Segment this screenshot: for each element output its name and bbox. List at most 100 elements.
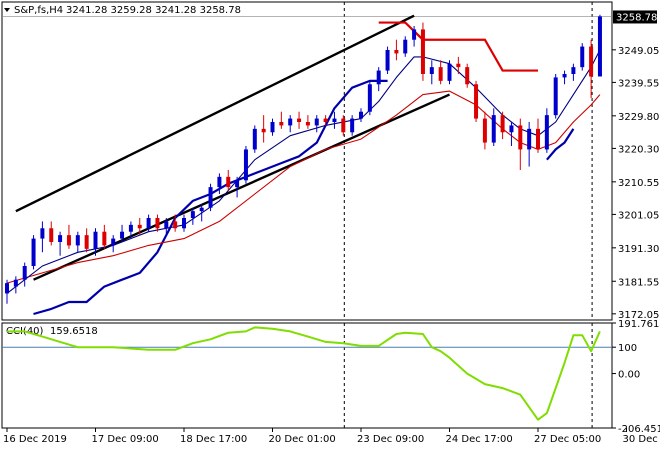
price-y-tick-label: 3172.05	[618, 310, 659, 321]
candle-bull	[22, 266, 27, 280]
price-y-tick-label: 3181.55	[618, 277, 659, 288]
candle-bear	[474, 84, 479, 119]
candle-bull	[288, 118, 293, 126]
candle-bull	[367, 84, 372, 112]
candle-bear	[341, 118, 346, 133]
candle-bull	[13, 279, 18, 287]
x-tick-label: 30 Dec 13:00	[623, 434, 660, 445]
axes-layer: 3172.05 3181.55 3191.30 3201.05 3210.55 3220.…	[3, 46, 660, 445]
candle-bull	[40, 228, 45, 239]
candle-bull	[93, 231, 98, 249]
candle-bear	[323, 118, 328, 122]
candle-bull	[403, 39, 408, 54]
trend-line	[15, 14, 415, 213]
price-y-tick-label: 3210.55	[618, 178, 659, 189]
candle-bull	[270, 122, 275, 133]
candle-bear	[500, 115, 505, 133]
price-y-tick-label: 3249.05	[618, 46, 659, 57]
candle-bull	[182, 218, 186, 229]
candle-bear	[438, 67, 443, 81]
candle-bear	[155, 218, 160, 229]
candle-bull	[235, 180, 240, 188]
cci-line	[7, 326, 601, 421]
cci-y-tick-label: 100	[618, 343, 637, 354]
candle-bull	[5, 283, 9, 294]
candle-bull	[58, 235, 63, 242]
candle-bear	[102, 231, 107, 246]
candle-bull	[562, 74, 567, 78]
candle-bull	[580, 46, 585, 68]
candle-bull	[190, 211, 195, 218]
cci-panel-frame	[1, 322, 613, 429]
candle-bull	[217, 176, 222, 188]
indicator-line-blue-tail	[546, 128, 575, 161]
cci-y-tick-label: -206.4512	[618, 424, 660, 435]
x-tick-label: 23 Dec 09:00	[357, 434, 424, 445]
candle-bear	[589, 46, 594, 77]
candle-bull	[120, 231, 125, 239]
cci-y-tick-label: 0.00	[618, 370, 640, 381]
candle-bull	[243, 149, 248, 181]
candle-bear	[297, 118, 302, 122]
x-tick-label: 20 Dec 01:00	[269, 434, 336, 445]
candle-bear	[279, 122, 284, 126]
price-panel-frame	[1, 1, 613, 321]
indicator-line-red	[378, 21, 538, 72]
cci-layer	[2, 326, 612, 421]
candle-bull	[385, 50, 390, 71]
candle-bear	[456, 63, 461, 68]
candle-bull	[597, 16, 602, 77]
moving-average-fast	[6, 49, 601, 294]
candle-bull	[252, 128, 257, 150]
header: S&P,fs,H4 3241.28 3259.28 3241.28 3258.7…	[4, 5, 241, 16]
candle-bull	[412, 29, 417, 40]
candle-bull	[350, 118, 355, 133]
price-y-tick-label: 3239.55	[618, 78, 659, 89]
candle-bull	[164, 221, 169, 229]
candle-bull	[332, 118, 337, 122]
candle-bear	[536, 128, 540, 150]
candle-bull	[571, 67, 576, 74]
candle-bear	[394, 50, 399, 54]
dropdown-triangle-icon[interactable]	[4, 8, 10, 12]
candle-bull	[544, 115, 549, 150]
candle-bear	[420, 29, 425, 74]
current-price-tag: 3258.78	[613, 10, 657, 24]
x-tick-label: 24 Dec 17:00	[446, 434, 513, 445]
candle-bull	[447, 63, 452, 81]
candle-bull	[491, 115, 496, 143]
candle-bear	[226, 176, 231, 188]
candle-bull	[359, 111, 363, 119]
price-y-tick-label: 3191.30	[618, 244, 659, 255]
symbol-label: S&P,fs,H4	[14, 5, 63, 16]
candle-bear	[137, 224, 142, 229]
candle-bull	[208, 187, 213, 208]
price-y-tick-label: 3201.05	[618, 210, 659, 221]
candle-bear	[84, 235, 89, 249]
candle-bull	[146, 218, 151, 229]
ohlc-readout: 3241.28 3259.28 3241.28 3258.78	[66, 5, 241, 16]
candle-bear	[49, 228, 54, 242]
price-y-tick-label: 3229.80	[618, 112, 659, 123]
candle-bull	[199, 207, 204, 212]
x-tick-label: 27 Dec 05:00	[534, 434, 601, 445]
candle-bull	[111, 238, 116, 246]
candle-bull	[527, 128, 532, 150]
candle-bull	[128, 224, 133, 232]
candle-bear	[66, 235, 71, 246]
candle-bull	[31, 238, 36, 266]
trend-line	[33, 93, 450, 281]
candle-bear	[173, 221, 178, 229]
x-tick-label: 17 Dec 09:00	[92, 434, 159, 445]
grid-layer	[1, 1, 613, 429]
candle-bear	[465, 67, 470, 85]
current-price-label: 3258.78	[616, 12, 657, 23]
candle-bear	[482, 118, 487, 143]
candle-bull	[553, 77, 558, 116]
candle-bear	[518, 125, 523, 150]
x-tick-label: 18 Dec 17:00	[180, 434, 247, 445]
candle-bull	[509, 125, 514, 133]
price-y-tick-label: 3220.30	[618, 144, 659, 155]
candle-bull	[376, 70, 381, 85]
